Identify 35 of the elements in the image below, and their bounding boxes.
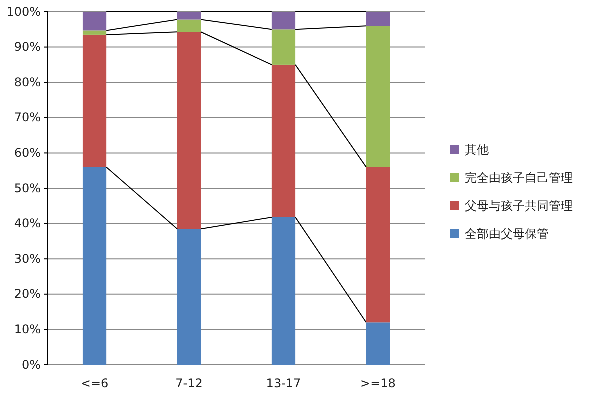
bar [272,12,296,30]
x-tick-label: 7-12 [176,376,203,391]
bar [177,229,202,365]
bar [272,30,296,65]
legend-label: 其他 [465,143,489,158]
bar [366,12,390,26]
bar [82,34,107,168]
bar [272,217,296,365]
bar [366,167,390,323]
y-tick-label: 10% [14,322,41,337]
bar [366,26,390,168]
bar [82,167,107,365]
bar [177,20,202,32]
y-tick-label: 60% [14,146,41,160]
legend-label: 完全由孩子自己管理 [465,171,573,186]
y-tick-label: 30% [14,252,41,266]
bar [272,64,296,218]
y-tick-label: 100% [6,4,41,19]
y-tick-label: 70% [14,110,41,125]
y-tick-label: 0% [22,358,41,372]
y-tick-label: 40% [14,216,41,231]
x-tick-label: <=6 [80,376,109,391]
x-tick-label: 13-17 [266,376,302,391]
y-tick-label: 80% [14,75,41,90]
bar [177,32,202,230]
bar [82,30,107,35]
bar [177,12,202,20]
legend-label: 父母与孩子共同管理 [465,199,573,214]
x-tick-label: >=18 [360,376,396,391]
y-tick-label: 20% [14,287,41,302]
y-tick-label: 50% [14,181,41,196]
y-tick-label: 90% [14,40,41,54]
legend-label: 全部由父母保管 [465,227,549,242]
bar [82,12,107,31]
bar [366,322,390,365]
